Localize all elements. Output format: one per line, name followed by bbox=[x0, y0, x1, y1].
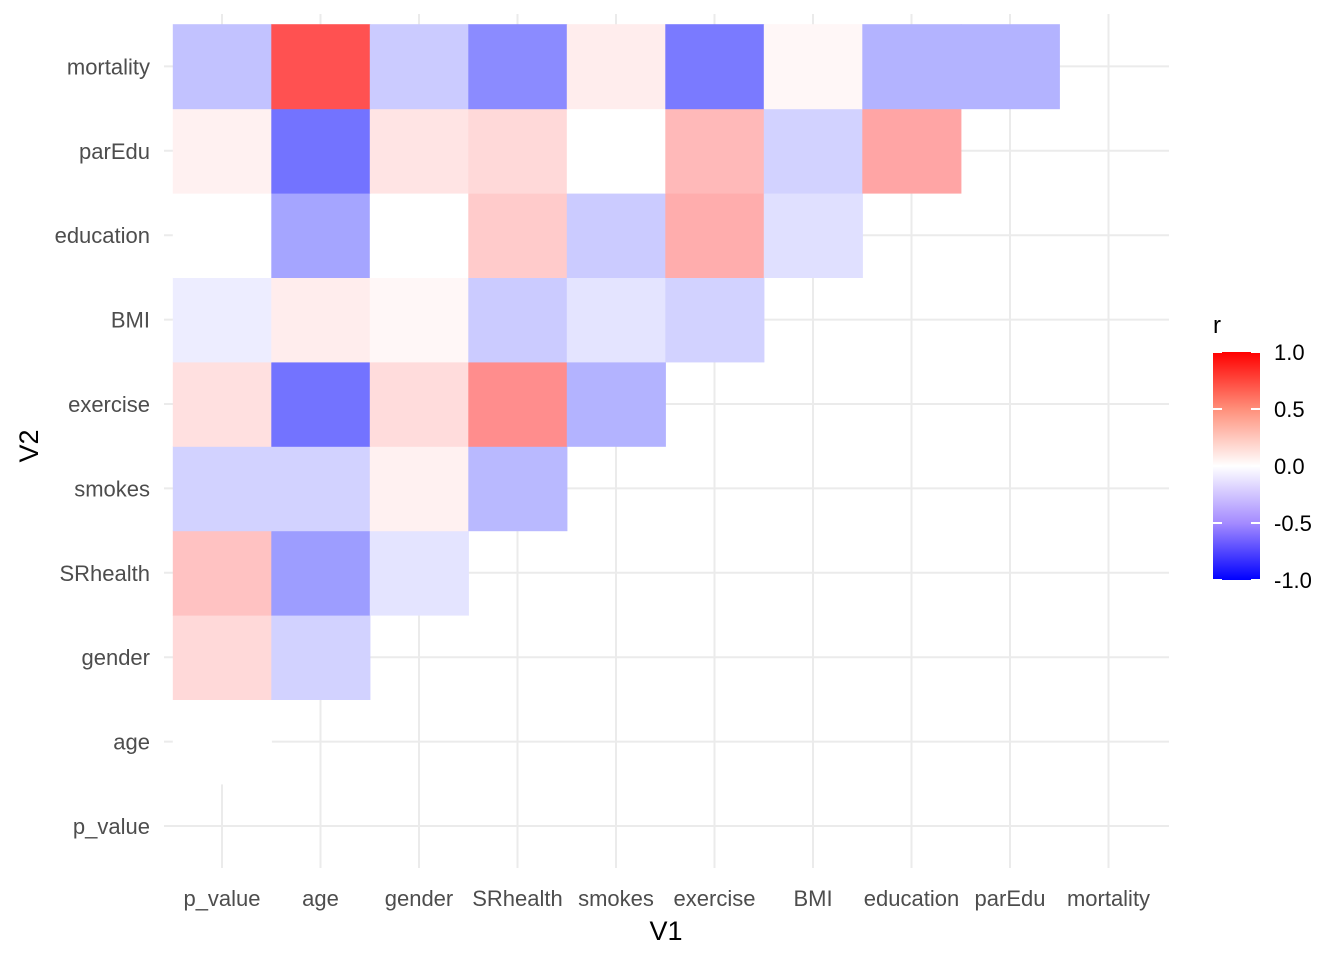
y-axis: p_value age gender SRhealth smokes exercise BM… bbox=[55, 54, 150, 839]
x-tick-label: BMI bbox=[793, 886, 832, 911]
heatmap-cell-p_value-BMI bbox=[172, 277, 272, 363]
heatmap-cell-age-exercise bbox=[271, 361, 371, 447]
x-tick-label: smokes bbox=[578, 886, 654, 911]
heatmap-cell-SRhealth-exercise bbox=[468, 361, 568, 447]
heatmap-cell-age-mortality bbox=[271, 24, 371, 110]
x-axis-title: V1 bbox=[649, 916, 682, 946]
heatmap-cell-education-mortality bbox=[862, 24, 962, 110]
legend-ticks: 1.0 0.5 0.0 -0.5 -1.0 bbox=[1213, 340, 1312, 593]
heatmap-cell-BMI-parEdu bbox=[763, 108, 863, 194]
y-tick-label: p_value bbox=[73, 814, 150, 839]
heatmap-cell-SRhealth-parEdu bbox=[468, 108, 568, 194]
heatmap-cell-gender-mortality bbox=[369, 24, 469, 110]
heatmap-cell-exercise-BMI bbox=[665, 277, 765, 363]
heatmap-cell-age-education bbox=[271, 193, 371, 278]
x-tick-label: p_value bbox=[183, 886, 260, 911]
y-tick-label: SRhealth bbox=[59, 561, 150, 586]
legend-label: -1.0 bbox=[1274, 568, 1312, 593]
heatmap-cell-SRhealth-smokes bbox=[468, 446, 568, 532]
heatmap-cell-SRhealth-education bbox=[468, 193, 568, 278]
heatmap-cells bbox=[172, 24, 1060, 785]
heatmap-cell-age-gender bbox=[271, 615, 371, 700]
y-tick-label: mortality bbox=[67, 54, 150, 79]
heatmap-cell-p_value-parEdu bbox=[172, 108, 272, 194]
heatmap-cell-BMI-education bbox=[763, 193, 863, 278]
heatmap-cell-education-parEdu bbox=[862, 108, 962, 194]
heatmap-cell-exercise-mortality bbox=[665, 24, 765, 110]
heatmap-cell-p_value-education bbox=[172, 193, 272, 278]
heatmap-cell-exercise-parEdu bbox=[665, 108, 765, 194]
heatmap-cell-p_value-mortality bbox=[172, 24, 272, 110]
y-tick-label: education bbox=[55, 223, 150, 248]
heatmap-cell-smokes-education bbox=[566, 193, 666, 278]
y-tick-label: smokes bbox=[74, 476, 150, 501]
legend-label: 0.0 bbox=[1274, 454, 1305, 479]
heatmap-cell-gender-smokes bbox=[369, 446, 469, 532]
heatmap-cell-age-parEdu bbox=[271, 108, 371, 194]
y-tick-label: gender bbox=[81, 645, 150, 670]
x-tick-label: age bbox=[302, 886, 339, 911]
heatmap-cell-age-SRhealth bbox=[271, 530, 371, 616]
legend-label: 0.5 bbox=[1274, 397, 1305, 422]
x-tick-label: education bbox=[864, 886, 959, 911]
heatmap-cell-p_value-SRhealth bbox=[172, 530, 272, 616]
heatmap-cell-gender-SRhealth bbox=[369, 530, 469, 616]
heatmap-cell-smokes-exercise bbox=[566, 361, 666, 447]
heatmap-cell-p_value-age bbox=[172, 699, 272, 785]
color-legend: r 1.0 0.5 0.0 -0.5 -1.0 bbox=[1213, 312, 1312, 593]
y-tick-label: parEdu bbox=[79, 139, 150, 164]
legend-title: r bbox=[1213, 312, 1221, 339]
x-axis: p_value age gender SRhealth smokes exercise BM… bbox=[183, 886, 1150, 911]
x-tick-label: exercise bbox=[674, 886, 756, 911]
heatmap-cell-BMI-mortality bbox=[763, 24, 863, 110]
y-axis-title: V2 bbox=[14, 429, 44, 462]
x-tick-label: parEdu bbox=[975, 886, 1046, 911]
legend-label: -0.5 bbox=[1274, 511, 1312, 536]
y-tick-label: BMI bbox=[111, 308, 150, 333]
heatmap-cell-gender-parEdu bbox=[369, 108, 469, 194]
heatmap-cell-exercise-education bbox=[665, 193, 765, 278]
heatmap-cell-gender-BMI bbox=[369, 277, 469, 363]
heatmap-cell-age-smokes bbox=[271, 446, 371, 532]
y-tick-label: age bbox=[113, 730, 150, 755]
heatmap-cell-parEdu-mortality bbox=[960, 24, 1060, 110]
heatmap-cell-p_value-smokes bbox=[172, 446, 272, 532]
heatmap-cell-age-BMI bbox=[271, 277, 371, 363]
heatmap-cell-SRhealth-mortality bbox=[468, 24, 568, 110]
x-tick-label: mortality bbox=[1067, 886, 1150, 911]
heatmap-cell-p_value-gender bbox=[172, 615, 272, 700]
heatmap-cell-smokes-mortality bbox=[566, 24, 666, 110]
heatmap-cell-p_value-exercise bbox=[172, 361, 272, 447]
y-tick-label: exercise bbox=[68, 392, 150, 417]
legend-label: 1.0 bbox=[1274, 340, 1305, 365]
x-tick-label: gender bbox=[385, 886, 454, 911]
x-tick-label: SRhealth bbox=[472, 886, 563, 911]
heatmap-cell-SRhealth-BMI bbox=[468, 277, 568, 363]
heatmap-cell-gender-exercise bbox=[369, 361, 469, 447]
heatmap-cell-smokes-parEdu bbox=[566, 108, 666, 194]
heatmap-cell-smokes-BMI bbox=[566, 277, 666, 363]
heatmap-cell-gender-education bbox=[369, 193, 469, 278]
